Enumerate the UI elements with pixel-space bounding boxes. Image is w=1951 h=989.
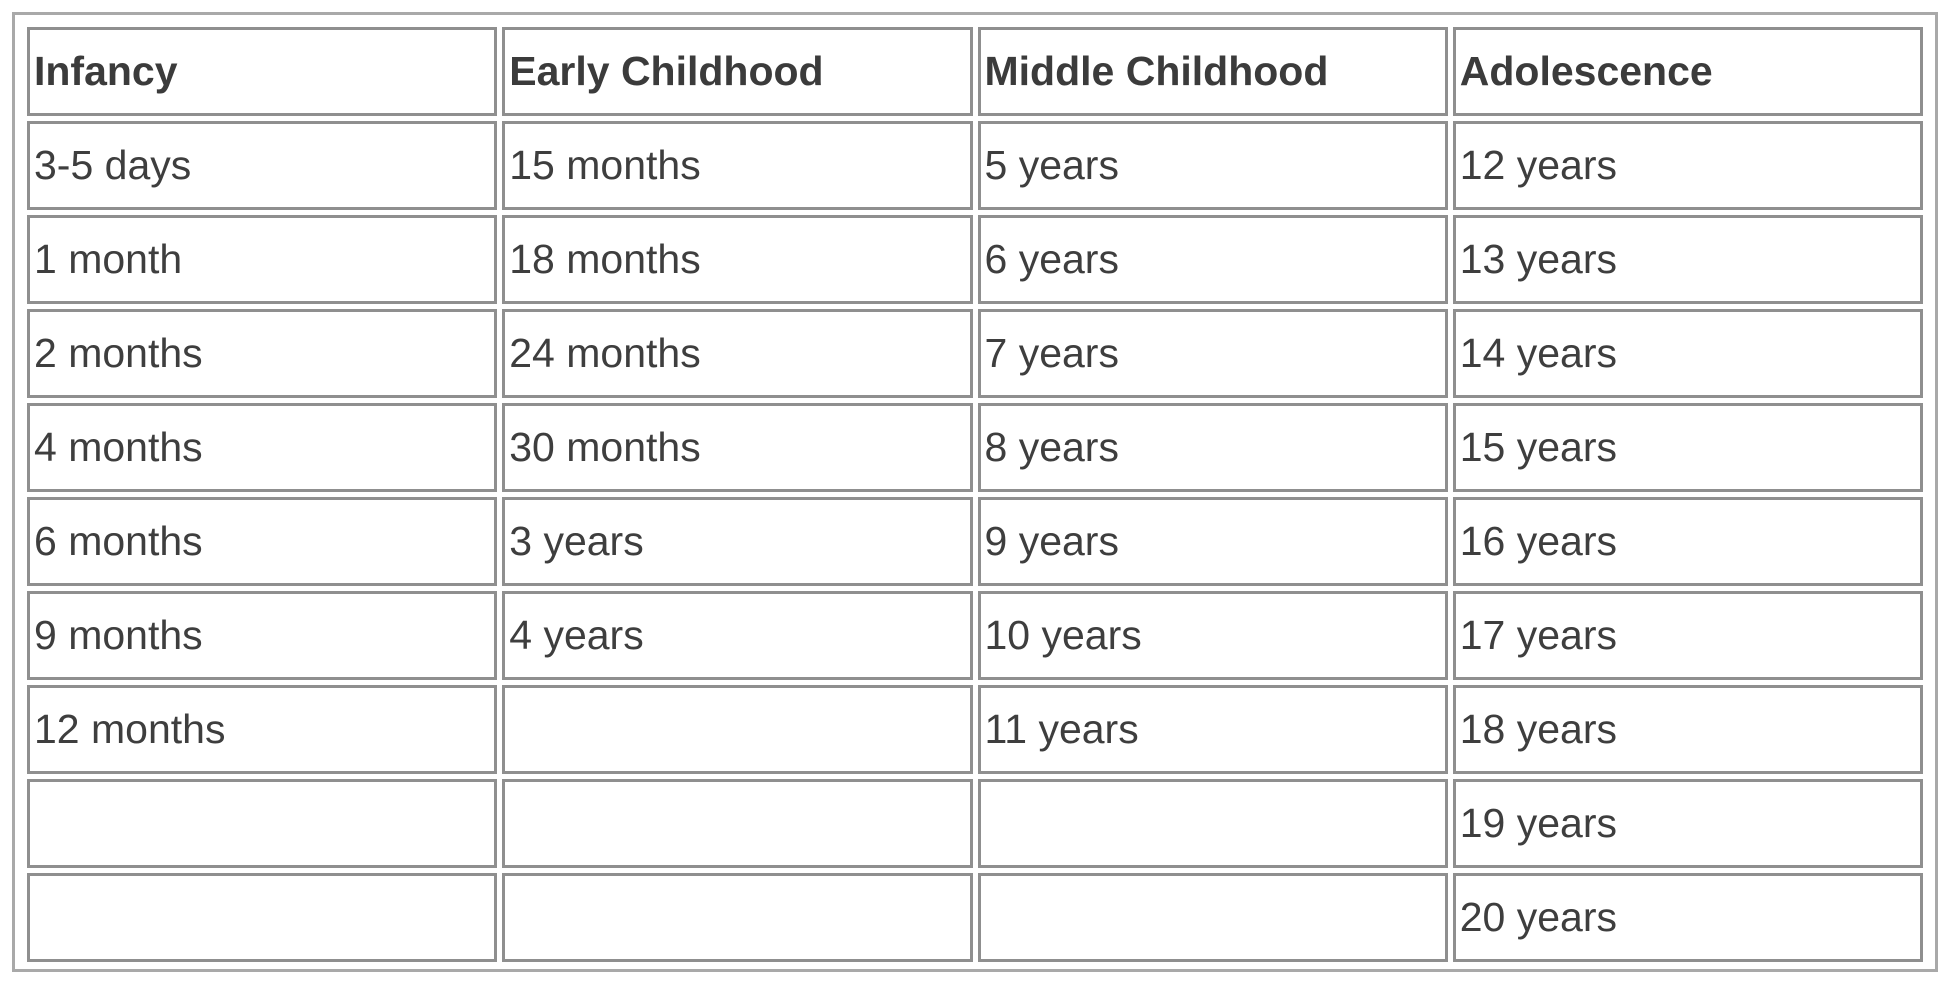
developmental-stages-table: Infancy Early Childhood Middle Childhood…: [22, 22, 1928, 967]
table-cell-empty: [27, 779, 498, 868]
table-header-row: Infancy Early Childhood Middle Childhood…: [27, 27, 1923, 116]
table-cell: 10 years: [977, 591, 1448, 680]
table-cell: 15 months: [502, 121, 973, 210]
table-cell: 19 years: [1452, 779, 1923, 868]
table-row: 6 months 3 years 9 years 16 years: [27, 497, 1923, 586]
table-row: 20 years: [27, 873, 1923, 962]
table-cell: 14 years: [1452, 309, 1923, 398]
table-cell: 11 years: [977, 685, 1448, 774]
table-cell: 12 months: [27, 685, 498, 774]
table-cell-empty: [27, 873, 498, 962]
column-header-early-childhood: Early Childhood: [502, 27, 973, 116]
table-cell: 12 years: [1452, 121, 1923, 210]
table-row: 9 months 4 years 10 years 17 years: [27, 591, 1923, 680]
table-row: 3-5 days 15 months 5 years 12 years: [27, 121, 1923, 210]
table-cell: 4 months: [27, 403, 498, 492]
column-header-infancy: Infancy: [27, 27, 498, 116]
table-cell: 8 years: [977, 403, 1448, 492]
table-cell: 2 months: [27, 309, 498, 398]
table-cell-empty: [977, 873, 1448, 962]
table-frame: [12, 12, 1938, 972]
table-cell: 6 months: [27, 497, 498, 586]
table-cell: 13 years: [1452, 215, 1923, 304]
table-cell: 18 years: [1452, 685, 1923, 774]
table-cell: 3-5 days: [27, 121, 498, 210]
table-cell: 3 years: [502, 497, 973, 586]
table-row: 19 years: [27, 779, 1923, 868]
table-cell: 15 years: [1452, 403, 1923, 492]
table-cell: 5 years: [977, 121, 1448, 210]
table-cell-empty: [977, 779, 1448, 868]
table-row: 12 months 11 years 18 years: [27, 685, 1923, 774]
table-cell: 7 years: [977, 309, 1448, 398]
table-cell: 1 month: [27, 215, 498, 304]
column-header-middle-childhood: Middle Childhood: [977, 27, 1448, 116]
table-cell: 6 years: [977, 215, 1448, 304]
table-cell-empty: [502, 779, 973, 868]
table-cell: 9 months: [27, 591, 498, 680]
table-cell: 9 years: [977, 497, 1448, 586]
table-cell: 30 months: [502, 403, 973, 492]
table-cell: 24 months: [502, 309, 973, 398]
table-row: 4 months 30 months 8 years 15 years: [27, 403, 1923, 492]
table-row: 1 month 18 months 6 years 13 years: [27, 215, 1923, 304]
table-cell: 16 years: [1452, 497, 1923, 586]
table-cell-empty: [502, 873, 973, 962]
table-cell: 18 months: [502, 215, 973, 304]
table-cell: 17 years: [1452, 591, 1923, 680]
table-row: 2 months 24 months 7 years 14 years: [27, 309, 1923, 398]
table-cell-empty: [502, 685, 973, 774]
table-cell: 20 years: [1452, 873, 1923, 962]
table-cell: 4 years: [502, 591, 973, 680]
column-header-adolescence: Adolescence: [1452, 27, 1923, 116]
